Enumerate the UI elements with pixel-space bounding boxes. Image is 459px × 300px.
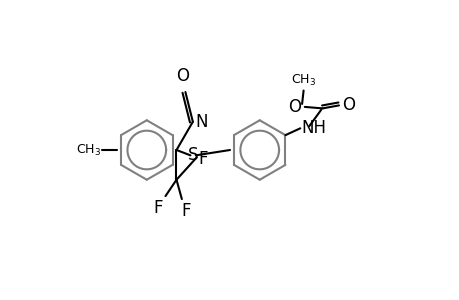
Text: O: O (341, 96, 354, 114)
Text: S: S (187, 146, 198, 164)
Text: O: O (288, 98, 301, 116)
Text: F: F (153, 199, 163, 217)
Text: F: F (198, 150, 207, 168)
Text: F: F (181, 202, 191, 220)
Text: O: O (176, 67, 189, 85)
Text: NH: NH (301, 119, 326, 137)
Text: CH$_3$: CH$_3$ (75, 142, 101, 158)
Text: CH$_3$: CH$_3$ (291, 73, 315, 88)
Text: N: N (195, 113, 207, 131)
